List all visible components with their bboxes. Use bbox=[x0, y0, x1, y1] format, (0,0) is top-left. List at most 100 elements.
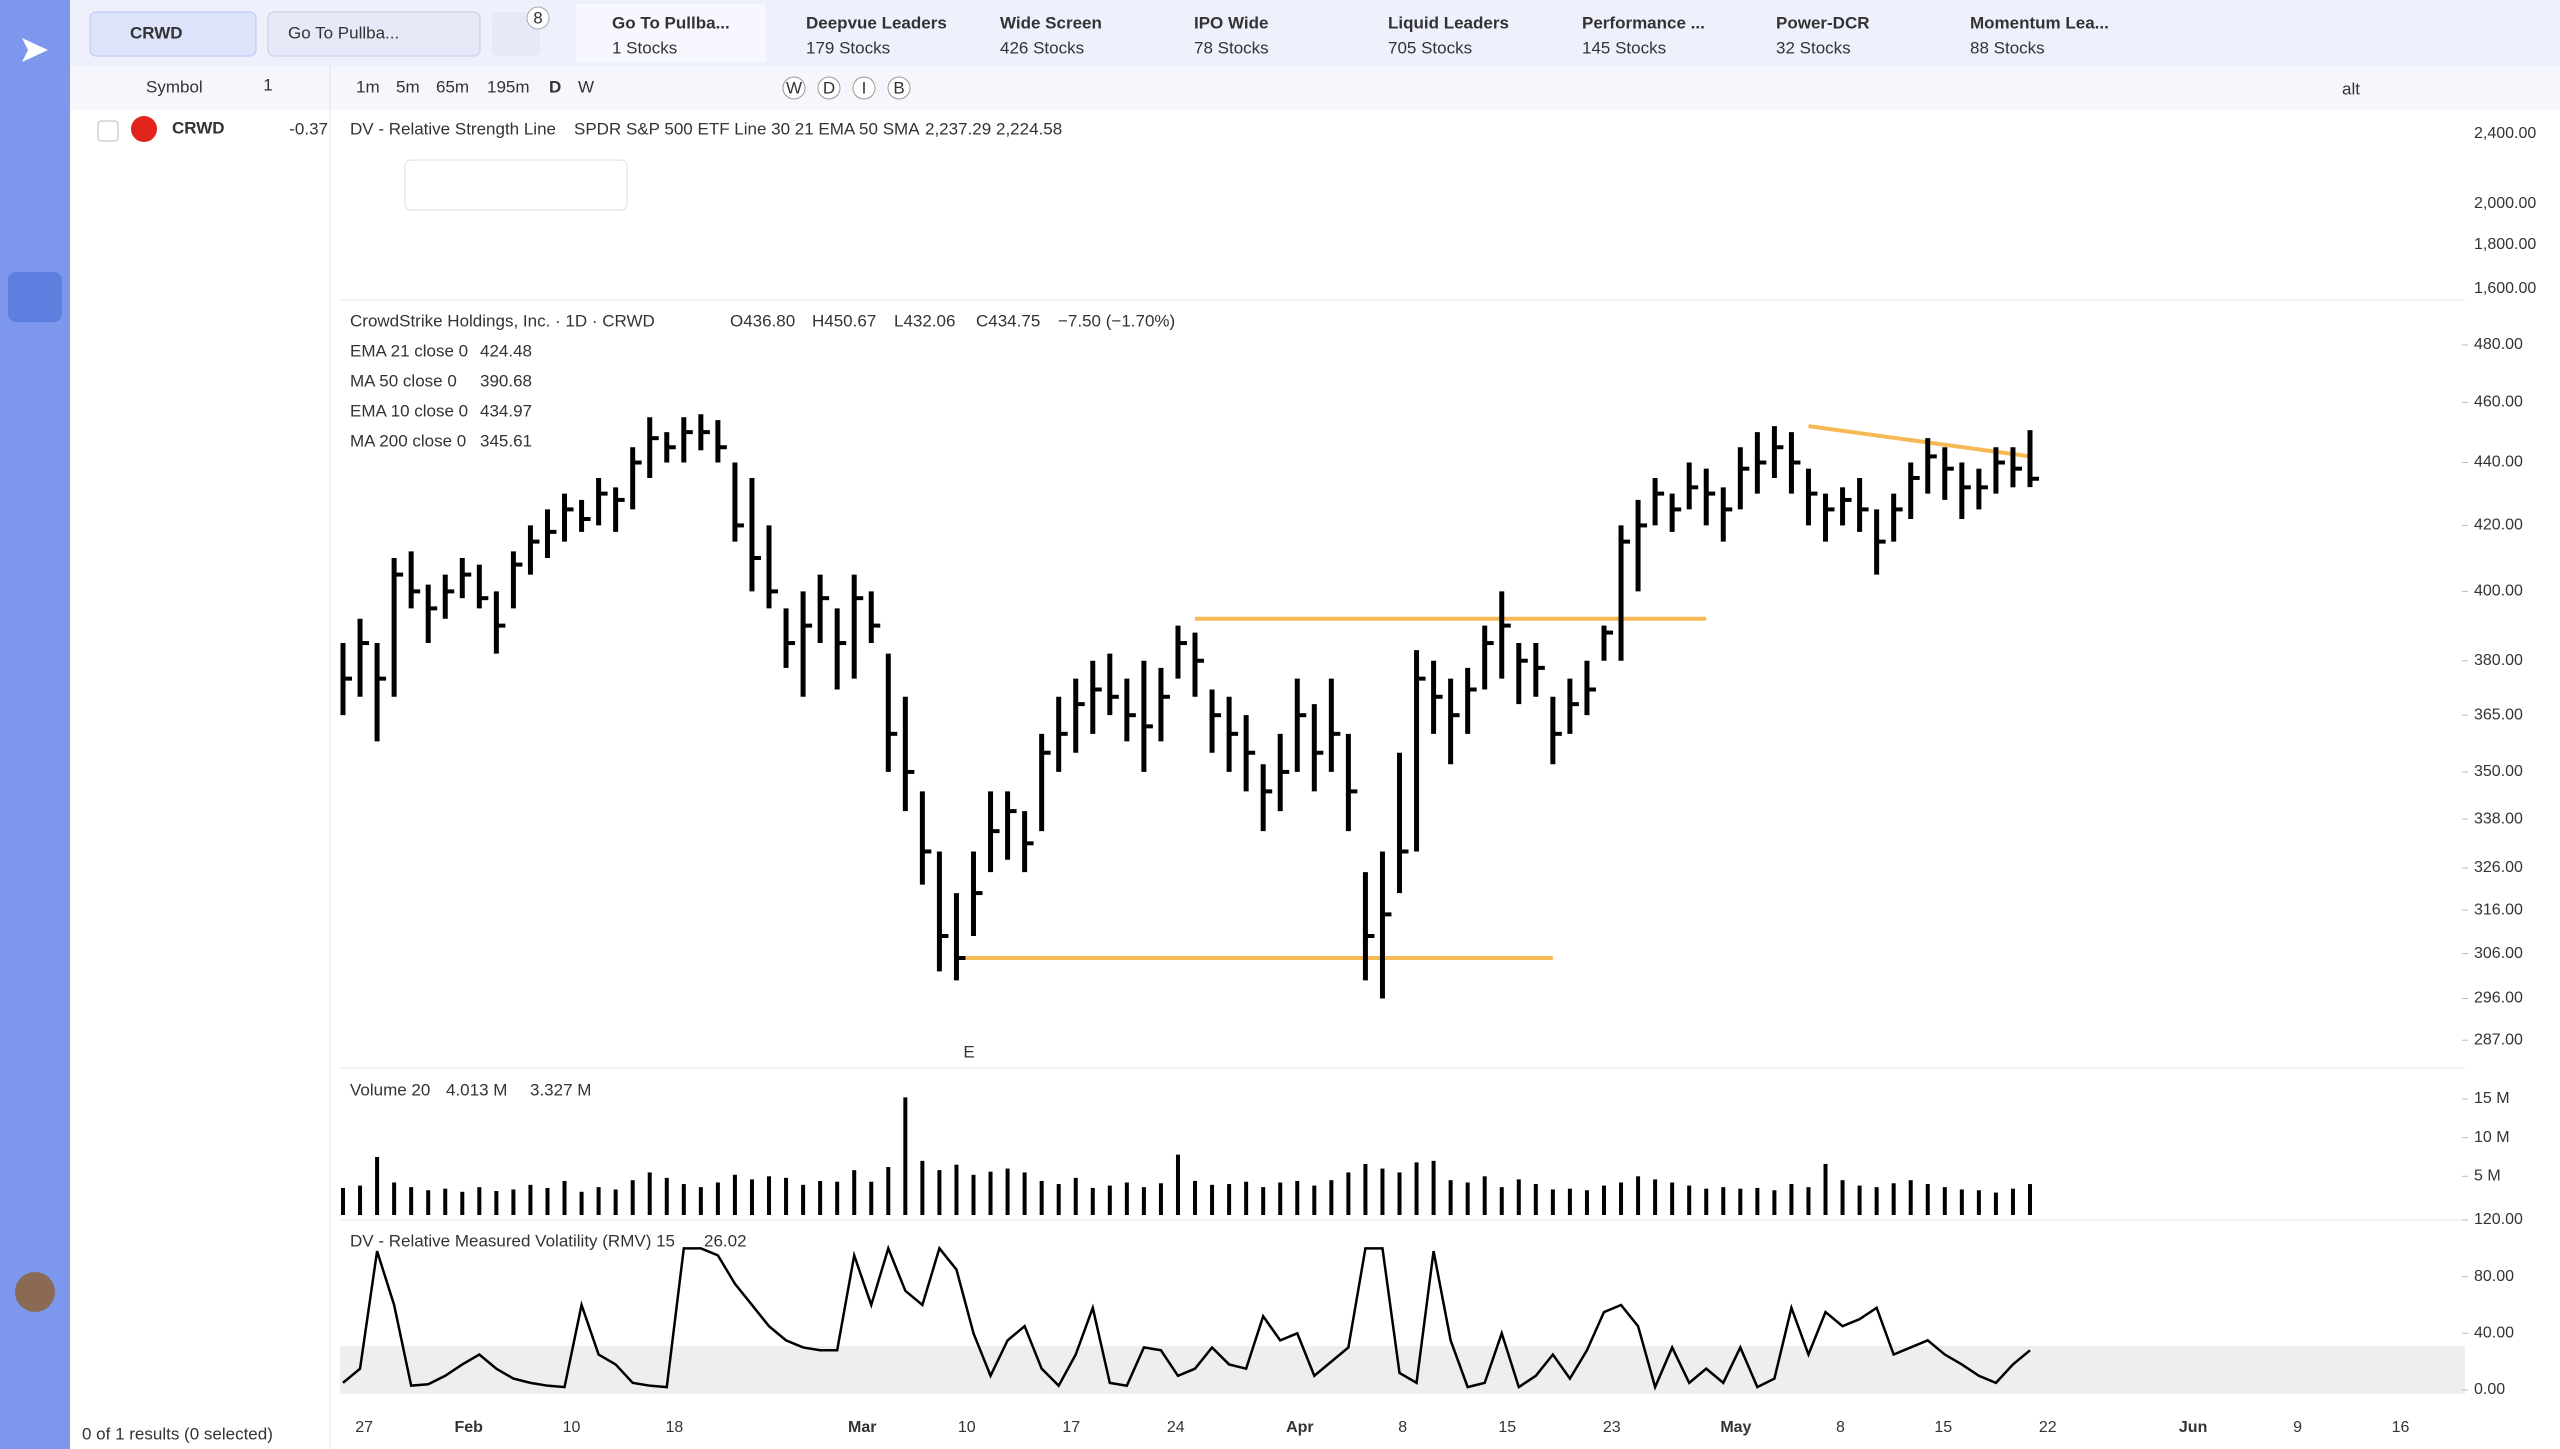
x-tick-label: May bbox=[1720, 1419, 1751, 1436]
volume-bar bbox=[1891, 1183, 1896, 1215]
tab-name[interactable]: Liquid Leaders bbox=[1388, 13, 1509, 32]
volume-title: Volume 20 bbox=[350, 1080, 430, 1099]
y-tick-label: 15 M bbox=[2474, 1090, 2510, 1107]
interval[interactable]: 1m bbox=[356, 77, 380, 96]
y-tick-label: 80.00 bbox=[2474, 1268, 2514, 1285]
volume-bar bbox=[2010, 1188, 2015, 1215]
interval[interactable]: 65m bbox=[436, 77, 469, 96]
tab-name[interactable]: Wide Screen bbox=[1000, 13, 1102, 32]
trendline bbox=[1808, 424, 2031, 459]
volume-bar bbox=[1210, 1184, 1215, 1215]
volume-bar bbox=[1329, 1180, 1334, 1215]
volume-bar bbox=[341, 1187, 345, 1215]
volume-bar bbox=[1005, 1168, 1010, 1215]
rs-tick: 2,000.00 bbox=[2474, 195, 2536, 212]
volume-bar bbox=[1806, 1187, 1811, 1215]
indicator-name: EMA 10 close 0 bbox=[350, 401, 468, 420]
interval[interactable]: W bbox=[578, 77, 594, 96]
volume-bar bbox=[1295, 1180, 1300, 1215]
search-text: CRWD bbox=[130, 23, 183, 42]
volume-bar bbox=[1840, 1180, 1845, 1215]
volume-bar bbox=[1090, 1187, 1095, 1215]
volume-bar bbox=[937, 1170, 942, 1215]
x-tick-label: Mar bbox=[848, 1419, 876, 1436]
volume-bar bbox=[1704, 1188, 1709, 1215]
search-box[interactable] bbox=[89, 11, 257, 57]
volume-bar bbox=[1175, 1154, 1180, 1215]
y-tick-label: 40.00 bbox=[2474, 1325, 2514, 1342]
tab-name[interactable]: Performance ... bbox=[1582, 13, 1705, 32]
volume-bar bbox=[1414, 1162, 1419, 1215]
volume-bar bbox=[1533, 1184, 1538, 1215]
volume-bar bbox=[886, 1167, 891, 1215]
tab-name[interactable]: Deepvue Leaders bbox=[806, 13, 947, 32]
y-tick-label: 480.00 bbox=[2474, 336, 2523, 353]
tab-count: 32 Stocks bbox=[1776, 38, 1851, 57]
volume-bar bbox=[1346, 1172, 1351, 1215]
x-tick-label: 27 bbox=[355, 1419, 373, 1436]
toggle[interactable] bbox=[887, 76, 911, 100]
indicator-value: 434.97 bbox=[480, 401, 532, 420]
volume-bar bbox=[1244, 1181, 1249, 1215]
volume-bar bbox=[801, 1184, 806, 1215]
toggle[interactable] bbox=[852, 76, 876, 100]
y-tick-label: 296.00 bbox=[2474, 990, 2523, 1007]
volume-bar bbox=[1550, 1189, 1555, 1215]
rmv-line bbox=[342, 1244, 2031, 1391]
screen-select[interactable] bbox=[267, 11, 481, 57]
ohlc-label: O436.80 bbox=[730, 311, 795, 330]
volume-bar bbox=[1312, 1185, 1317, 1215]
volume-bar bbox=[1141, 1187, 1146, 1215]
volume-bar bbox=[630, 1180, 635, 1215]
volume-bar bbox=[1158, 1183, 1163, 1215]
tab-count: 88 Stocks bbox=[1970, 38, 2045, 57]
volume-bar bbox=[1431, 1160, 1436, 1215]
rmv-band bbox=[340, 1346, 2465, 1394]
rs-value: 2,224.58 bbox=[996, 119, 1062, 138]
rs-tick: 1,600.00 bbox=[2474, 280, 2536, 297]
x-tick-label: 8 bbox=[1398, 1419, 1407, 1436]
toggle[interactable] bbox=[817, 76, 841, 100]
tab-count: 78 Stocks bbox=[1194, 38, 1269, 57]
volume-value: 4.013 M bbox=[446, 1080, 507, 1099]
volume-value: 3.327 M bbox=[530, 1080, 591, 1099]
y-tick-label: 326.00 bbox=[2474, 859, 2523, 876]
ohlc-label: −7.50 (−1.70%) bbox=[1058, 311, 1175, 330]
toolbar bbox=[70, 66, 2560, 110]
volume-bar bbox=[1959, 1189, 1964, 1215]
top-bar bbox=[70, 0, 2560, 66]
toggle-label: W bbox=[786, 78, 802, 97]
volume-bar bbox=[1073, 1177, 1078, 1215]
x-tick-label: 23 bbox=[1603, 1419, 1621, 1436]
y-tick-label: 0.00 bbox=[2474, 1381, 2505, 1398]
volume-bar bbox=[1193, 1180, 1198, 1215]
indicator-name: MA 200 close 0 bbox=[350, 431, 466, 450]
volume-bar bbox=[1976, 1190, 1981, 1215]
toggle[interactable] bbox=[782, 76, 806, 100]
y-tick-label: 5 M bbox=[2474, 1168, 2501, 1185]
avatar[interactable] bbox=[15, 1272, 55, 1312]
rmv-value: 26.02 bbox=[704, 1231, 747, 1250]
rmv-title: DV - Relative Measured Volatility (RMV) … bbox=[350, 1231, 675, 1250]
x-tick-label: Jun bbox=[2179, 1419, 2207, 1436]
volume-bar bbox=[1823, 1163, 1828, 1215]
volume-bar bbox=[1925, 1184, 1930, 1215]
interval[interactable]: D bbox=[549, 77, 561, 96]
active-tab[interactable] bbox=[576, 4, 766, 62]
interval[interactable]: 195m bbox=[487, 77, 530, 96]
tab-name[interactable]: Momentum Lea... bbox=[1970, 13, 2109, 32]
drawing-toolbar[interactable] bbox=[404, 159, 628, 211]
volume-bar bbox=[1380, 1168, 1385, 1215]
alt-select: alt bbox=[2342, 79, 2360, 98]
checkbox[interactable] bbox=[97, 120, 119, 142]
interval[interactable]: 5m bbox=[396, 77, 420, 96]
tab-name[interactable]: Power-DCR bbox=[1776, 13, 1870, 32]
volume-bar bbox=[835, 1181, 840, 1215]
indicator-name: MA 50 close 0 bbox=[350, 371, 457, 390]
tab-count: 179 Stocks bbox=[806, 38, 890, 57]
tab-name[interactable]: IPO Wide bbox=[1194, 13, 1268, 32]
volume-bar bbox=[1261, 1187, 1266, 1215]
tab-name[interactable]: Go To Pullba... bbox=[612, 13, 730, 32]
volume-bar bbox=[1278, 1182, 1283, 1215]
